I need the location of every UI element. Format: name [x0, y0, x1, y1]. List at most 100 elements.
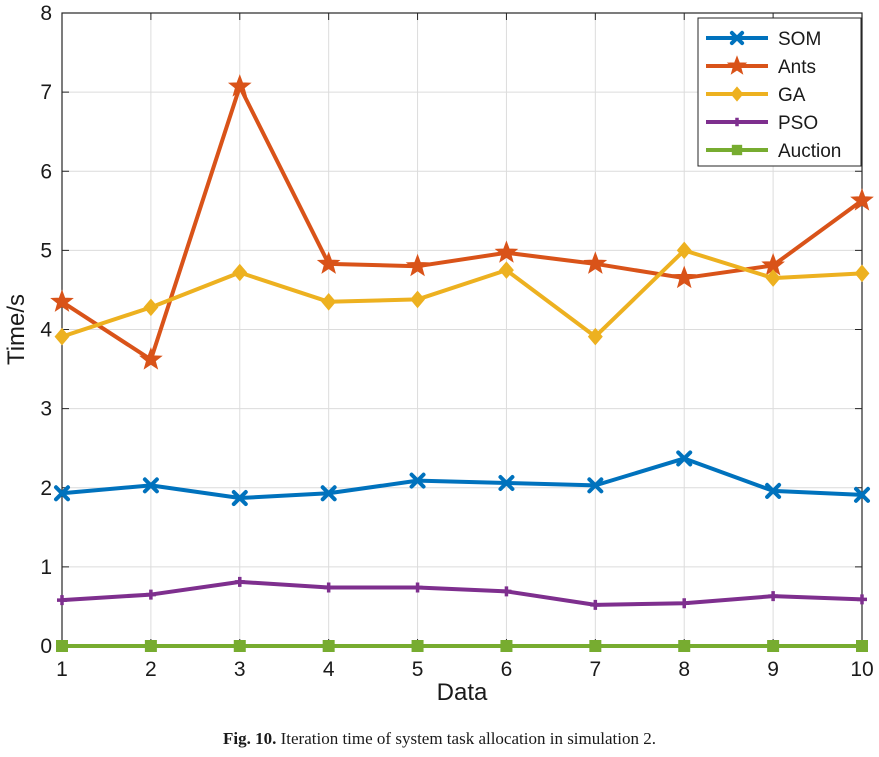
series-line [61, 579, 863, 607]
y-tick-label: 0 [40, 635, 52, 658]
y-axis-ticks: 0 1 2 3 4 5 6 7 8 [40, 2, 862, 658]
data-point [583, 251, 608, 274]
data-point [768, 591, 779, 602]
x-tick-label: 4 [323, 658, 335, 681]
data-point [231, 490, 248, 507]
data-point [57, 595, 67, 606]
data-point [232, 263, 248, 282]
legend-label: GA [778, 85, 806, 106]
series-group [50, 74, 874, 652]
legend-label: Ants [778, 57, 816, 78]
data-point [589, 640, 602, 652]
x-tick-label: 8 [678, 658, 690, 681]
y-tick-label: 5 [40, 239, 52, 262]
data-point [56, 640, 68, 652]
x-tick-label: 3 [234, 658, 246, 681]
data-point [494, 240, 519, 263]
data-point [500, 640, 513, 652]
y-tick-label: 4 [40, 319, 52, 342]
data-point [234, 576, 245, 587]
caption-label: Fig. 10. [223, 729, 277, 748]
data-point [765, 269, 781, 287]
legend-item-pso: PSO [706, 113, 818, 134]
x-tick-label: 9 [767, 658, 779, 681]
data-point [857, 594, 867, 605]
data-point [498, 475, 515, 492]
data-point [767, 640, 780, 652]
data-point [405, 253, 430, 277]
legend-item-auction: Auction [706, 141, 841, 162]
data-point [411, 640, 424, 652]
x-axis-label: Data [437, 679, 488, 706]
data-point [142, 477, 159, 494]
data-point [316, 251, 341, 274]
data-point [233, 640, 246, 652]
data-point [320, 485, 337, 502]
series-line [61, 456, 863, 501]
series-line [60, 84, 864, 362]
data-point [498, 261, 514, 279]
data-point [50, 289, 74, 312]
legend-item-ga: GA [706, 85, 806, 106]
figure-caption: Fig. 10. Iteration time of system task a… [0, 729, 879, 749]
data-point [410, 290, 426, 309]
x-tick-label: 6 [501, 658, 513, 681]
y-tick-label: 8 [40, 2, 52, 25]
data-point [145, 589, 156, 600]
x-tick-label: 7 [589, 658, 601, 681]
data-point [54, 485, 70, 502]
series-auction [56, 640, 868, 652]
data-point [732, 117, 742, 127]
data-point [412, 582, 423, 593]
data-point [587, 327, 603, 346]
legend-label: PSO [778, 113, 818, 134]
data-point [854, 486, 870, 503]
y-tick-label: 3 [40, 398, 52, 421]
data-point [323, 582, 334, 593]
data-point [854, 264, 870, 283]
legend-label: Auction [778, 141, 841, 162]
legend-item-ants: Ants [706, 55, 816, 78]
y-axis-label: Time/s [3, 294, 30, 365]
series-pso [57, 576, 867, 610]
data-point [729, 30, 745, 46]
data-point [144, 640, 157, 652]
data-point [501, 586, 512, 597]
data-point [227, 74, 252, 97]
y-tick-label: 6 [40, 160, 52, 183]
data-point [139, 347, 163, 370]
data-point [321, 293, 337, 311]
data-point [54, 327, 70, 346]
data-point [765, 482, 782, 499]
x-tick-label: 2 [145, 658, 157, 681]
series-line [61, 248, 863, 339]
caption-text: Iteration time of system task allocation… [280, 729, 656, 748]
data-point [731, 144, 743, 156]
data-point [676, 450, 693, 467]
data-point [676, 241, 692, 260]
data-point [730, 86, 744, 102]
legend-label: SOM [778, 29, 821, 50]
series-ga [54, 241, 870, 346]
data-point [143, 298, 159, 317]
series-ants [50, 74, 874, 370]
y-tick-label: 2 [40, 477, 52, 500]
series-som [54, 450, 870, 507]
legend: SOM Ants GA PSO Auction [697, 17, 862, 167]
legend-item-som: SOM [706, 29, 821, 50]
y-tick-label: 1 [40, 556, 52, 579]
data-point [850, 188, 874, 211]
data-point [679, 598, 690, 609]
x-tick-label: 1 [56, 658, 68, 681]
x-tick-label: 10 [850, 658, 873, 681]
data-point [726, 55, 748, 75]
data-point [678, 640, 691, 652]
data-point [322, 640, 335, 652]
x-tick-label: 5 [412, 658, 424, 681]
data-point [590, 599, 601, 610]
data-point [672, 265, 697, 289]
data-point [409, 472, 426, 489]
data-point [856, 640, 868, 652]
y-tick-label: 7 [40, 81, 52, 104]
